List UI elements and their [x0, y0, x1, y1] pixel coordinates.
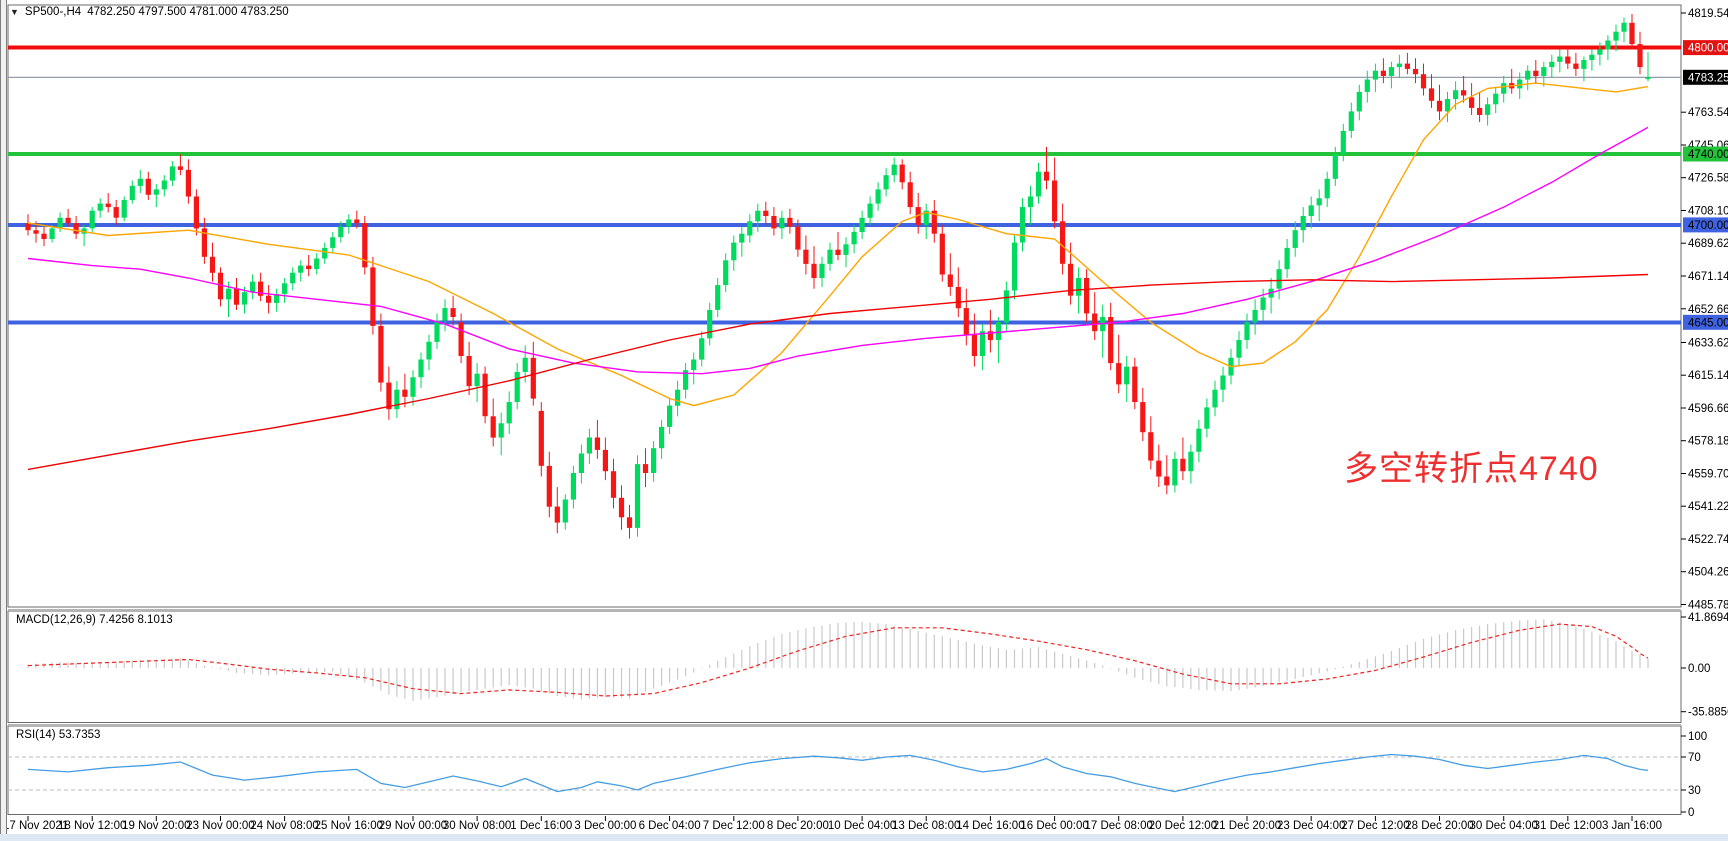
time-tick-label: 16 Dec 00:00	[1020, 820, 1088, 832]
price-tick-label: 4633.620	[1688, 338, 1728, 350]
price-tick-label: 4559.700	[1688, 469, 1728, 481]
price-tick-label: 4708.100	[1688, 206, 1728, 218]
chart-text-annotation: 多空转折点4740	[1344, 450, 1599, 488]
price-axis[interactable]: 4819.5404763.5404745.0604726.5804708.100…	[1681, 8, 1728, 612]
macd-indicator-label: MACD(12,26,9) 7.4256 8.1013	[16, 614, 173, 626]
rsi-axis-label: 30	[1688, 785, 1701, 797]
rsi-line	[27, 753, 1649, 793]
time-tick-label: 28 Dec 20:00	[1405, 820, 1473, 832]
rsi-axis-label: 70	[1688, 752, 1701, 764]
price-tick-label: 4726.580	[1688, 173, 1728, 185]
price-tick-label: 4652.660	[1688, 304, 1728, 316]
time-tick-label: 29 Nov 00:00	[379, 820, 447, 832]
price-tick-label: 4541.220	[1688, 501, 1728, 513]
time-tick-label: 30 Dec 04:00	[1469, 820, 1537, 832]
price-badge-label: 4800.000	[1688, 43, 1728, 55]
time-tick-label: 30 Nov 08:00	[443, 820, 511, 832]
panel-frame-2	[7, 725, 1682, 815]
time-tick-label: 24 Nov 08:00	[250, 820, 318, 832]
time-tick-label: 8 Dec 20:00	[767, 820, 829, 832]
price-tick-label: 4485.780	[1688, 600, 1728, 612]
time-tick-label: 18 Nov 12:00	[58, 820, 126, 832]
price-badge	[1683, 146, 1728, 162]
time-tick-label: 27 Dec 12:00	[1341, 820, 1409, 832]
price-badge	[1683, 40, 1728, 56]
window-bottom-edge	[0, 834, 1728, 841]
time-tick-label: 19 Nov 20:00	[122, 820, 190, 832]
time-tick-label: 10 Dec 04:00	[828, 820, 896, 832]
time-tick-label: 23 Dec 04:00	[1277, 820, 1345, 832]
time-tick-label: 3 Jan 16:00	[1602, 820, 1662, 832]
rsi-indicator-label: RSI(14) 53.7353	[16, 729, 101, 741]
price-tick-label: 4522.740	[1688, 534, 1728, 546]
macd-axis-label: 0.00	[1688, 663, 1710, 675]
window-left-edge	[0, 0, 7, 841]
price-badge-label: 4783.250	[1688, 72, 1728, 84]
chart-symbol-title: ▼ SP500-,H4 4782.250 4797.500 4781.000 4…	[10, 6, 289, 18]
candlestick-series[interactable]	[25, 14, 1651, 539]
price-badge	[1683, 314, 1728, 330]
macd-histogram	[27, 619, 1649, 701]
symbol-timeframe-label: SP500-,H4	[24, 6, 82, 18]
price-tick-label: 4504.260	[1688, 567, 1728, 579]
time-tick-label: 13 Dec 08:00	[892, 820, 960, 832]
price-tick-label: 4819.540	[1688, 8, 1728, 20]
time-tick-label: 6 Dec 04:00	[639, 820, 701, 832]
price-tick-label: 4578.180	[1688, 436, 1728, 448]
time-tick-label: 31 Dec 12:00	[1534, 820, 1602, 832]
macd-axis-label: 41.8694	[1688, 612, 1728, 624]
time-tick-label: 17 Dec 08:00	[1084, 820, 1152, 832]
panel-frame-0	[7, 4, 1682, 608]
price-tick-label: 4596.660	[1688, 403, 1728, 415]
price-tick-label: 4671.140	[1688, 271, 1728, 283]
ohlc-values-label: 4782.250 4797.500 4781.000 4783.250	[87, 6, 289, 18]
price-tick-label: 4763.540	[1688, 107, 1728, 119]
time-tick-label: 23 Nov 00:00	[186, 820, 254, 832]
time-tick-label: 3 Dec 00:00	[574, 820, 636, 832]
time-tick-label: 25 Nov 16:00	[315, 820, 383, 832]
time-tick-label: 21 Dec 20:00	[1213, 820, 1281, 832]
time-tick-label: 7 Dec 12:00	[703, 820, 765, 832]
price-badge	[1683, 69, 1728, 85]
symbol-dropdown-icon[interactable]: ▼	[10, 6, 19, 17]
time-scale[interactable]	[8, 816, 1681, 834]
macd-axis-label: -35.8856	[1688, 707, 1728, 719]
panel-splitter-rsi[interactable]	[8, 722, 1681, 727]
ma-magenta-line	[27, 126, 1649, 375]
macd-signal-line	[27, 623, 1649, 697]
price-scale[interactable]	[1681, 0, 1728, 816]
ma-orange-line	[27, 82, 1649, 407]
ma-red-line	[27, 273, 1649, 471]
panel-splitter-macd[interactable]	[8, 607, 1681, 612]
time-tick-label: 1 Dec 16:00	[510, 820, 572, 832]
panel-frame-1	[7, 610, 1682, 723]
time-tick-label: 20 Dec 12:00	[1149, 820, 1217, 832]
price-badge-label: 4645.000	[1688, 317, 1728, 329]
price-badge-label: 4700.000	[1688, 220, 1728, 232]
price-tick-label: 4689.620	[1688, 238, 1728, 250]
price-badge	[1683, 217, 1728, 233]
rsi-axis-label: 100	[1688, 731, 1707, 743]
time-tick-label: 14 Dec 16:00	[956, 820, 1024, 832]
price-badge-label: 4740.000	[1688, 149, 1728, 161]
time-tick-label: 17 Nov 2021	[3, 820, 68, 832]
price-tick-label: 4615.140	[1688, 370, 1728, 382]
rsi-axis-label: 0	[1688, 807, 1694, 819]
horizontal-level-lines[interactable]	[8, 45, 1681, 325]
